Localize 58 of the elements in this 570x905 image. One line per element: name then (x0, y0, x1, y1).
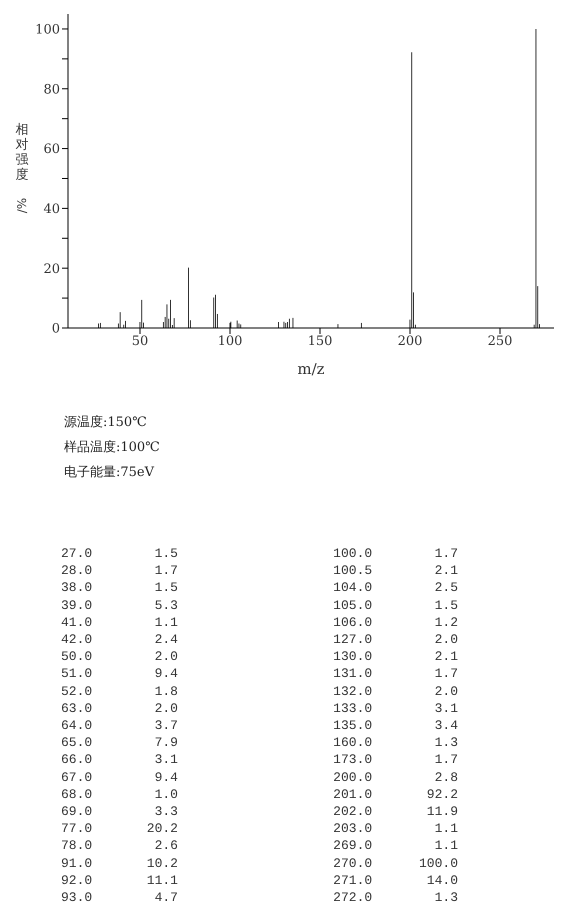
text: 133.0 3.1 (332, 700, 458, 718)
text: 28.0 1.7 (60, 562, 178, 580)
text: 132.0 2.0 (332, 682, 458, 700)
text: 160.0 1.3 (332, 734, 458, 752)
y-tick-label: 100 (35, 22, 60, 38)
text: 52.0 1.8 (60, 682, 178, 700)
text: 173.0 1.7 (332, 751, 458, 769)
text: 203.0 1.1 (332, 820, 458, 838)
text: 202.0 11.9 (332, 803, 458, 820)
text: 77.0 20.2 (60, 820, 178, 838)
x-tick-label: 250 (488, 334, 512, 350)
text: 100.0 1.7 (332, 545, 458, 562)
text: 93.0 4.7 (60, 889, 178, 905)
y-tick-label: 80 (43, 82, 60, 98)
text: 127.0 2.0 (332, 631, 458, 648)
text: 51.0 9.4 (60, 665, 178, 683)
text: 201.0 92.2 (332, 786, 458, 804)
y-tick-label: 20 (43, 262, 60, 277)
text: 271.0 14.0 (332, 872, 458, 890)
text: 42.0 2.4 (60, 631, 178, 648)
text: 106.0 1.2 (332, 614, 458, 632)
x-tick-label: 150 (308, 334, 332, 350)
y-tick-label: 0 (52, 322, 60, 337)
y-axis-title: 相对强度/% (15, 122, 29, 214)
x-tick-label: 100 (218, 334, 242, 350)
x-tick-label: 200 (398, 334, 422, 350)
text: 200.0 2.8 (332, 768, 458, 786)
text: 68.0 1.0 (60, 786, 178, 804)
text: 130.0 2.1 (332, 648, 458, 666)
text: 39.0 5.3 (60, 596, 178, 614)
text: 50.0 2.0 (60, 648, 178, 666)
y-tick-label: 40 (43, 202, 60, 217)
text: 41.0 1.1 (60, 614, 178, 632)
text: 78.0 2.6 (60, 837, 178, 855)
text: 67.0 9.4 (60, 768, 178, 786)
text: 135.0 3.4 (332, 717, 458, 734)
text: 131.0 1.7 (332, 665, 458, 683)
text: 92.0 11.1 (60, 872, 178, 890)
text: 65.0 7.9 (60, 734, 178, 752)
text: 66.0 3.1 (60, 751, 178, 769)
y-tick-label: 60 (43, 142, 60, 158)
text: 64.0 3.7 (60, 717, 178, 734)
text: 69.0 3.3 (60, 803, 178, 820)
text: 63.0 2.0 (60, 700, 178, 718)
text: 91.0 10.2 (60, 854, 178, 872)
text: 27.0 1.5 (60, 545, 178, 562)
text: 105.0 1.5 (332, 596, 458, 614)
x-axis-title: m/z (297, 360, 325, 378)
text: 270.0 100.0 (332, 854, 458, 872)
text: 源温度:150℃ (64, 414, 148, 432)
text: 272.0 1.3 (332, 889, 458, 905)
text: 38.0 1.5 (60, 579, 178, 597)
text: 104.0 2.5 (332, 579, 458, 597)
text: 样品温度:100℃ (64, 439, 161, 457)
text: 269.0 1.1 (332, 837, 458, 855)
text: 100.5 2.1 (332, 562, 458, 580)
x-tick-label: 50 (132, 334, 148, 350)
text: 电子能量:75eV (64, 464, 156, 482)
